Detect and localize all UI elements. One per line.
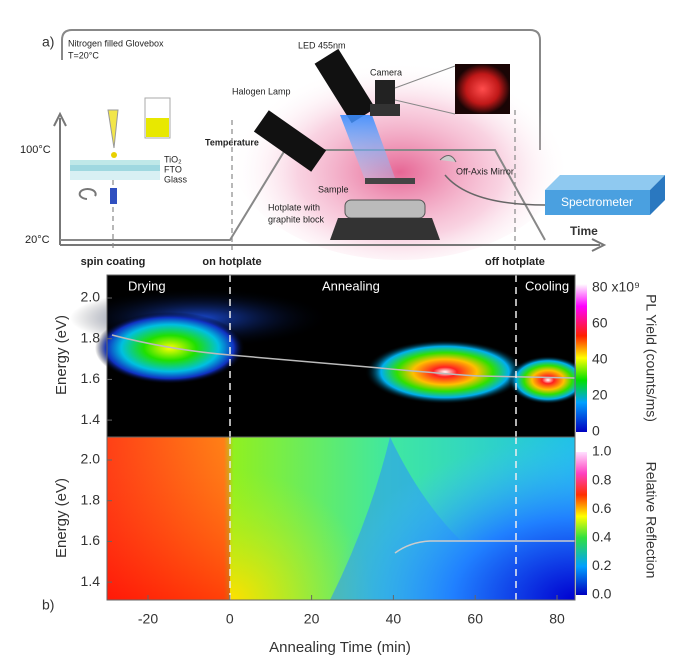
layer xyxy=(70,165,160,171)
y-tick-label: 2.0 xyxy=(81,289,101,305)
layer xyxy=(70,171,160,180)
camera xyxy=(375,80,395,108)
layer xyxy=(70,160,160,165)
colorbar-tick-label: 1.0 xyxy=(592,443,612,459)
colorbar-tick-label: 0.0 xyxy=(592,586,612,602)
camera-image xyxy=(455,64,510,114)
x-axis-label: Annealing Time (min) xyxy=(269,639,411,656)
spectrometer-side xyxy=(650,175,665,215)
spectrometer-top xyxy=(545,175,665,190)
solution xyxy=(146,118,169,137)
step-label: off hotplate xyxy=(485,256,545,268)
hotplate xyxy=(344,199,426,219)
mirror xyxy=(439,155,457,163)
fiber xyxy=(444,174,546,206)
hotplate-label: graphite block xyxy=(268,214,325,224)
pl-blob xyxy=(508,356,588,404)
x-tick-label: 80 xyxy=(549,611,565,627)
ticks: -20 0 20 40 60 80 2.0 1.8 1.6 1.4 2.0 1.8 1.6 1.4 80 x… xyxy=(81,279,641,627)
sample-label: Sample xyxy=(318,184,349,194)
time-label: Time xyxy=(570,224,598,238)
sample xyxy=(365,178,415,184)
colorbar-label: Relative Reflection xyxy=(643,462,659,579)
led-beam xyxy=(340,115,395,180)
hotplate-base xyxy=(330,218,440,240)
pipette xyxy=(107,109,119,149)
arrow xyxy=(53,111,67,127)
pl-peak xyxy=(111,334,576,379)
spectrometer-label: Spectrometer xyxy=(561,195,633,209)
leader xyxy=(394,99,456,115)
colorbar-tick-label: 0.4 xyxy=(592,529,612,545)
y-axis-label: Energy (eV) xyxy=(53,315,70,395)
colorbar-tick-label: 0 xyxy=(592,423,600,439)
colorbar-tick-label: 20 xyxy=(592,387,608,403)
colorbar-tick-label: 40 xyxy=(592,351,608,367)
leader xyxy=(394,65,456,89)
spin-arrow xyxy=(78,188,97,200)
spectrometer-front xyxy=(545,190,650,215)
x-tick-label: -20 xyxy=(138,611,158,627)
y-tick-label: 1.6 xyxy=(81,532,101,548)
x-tick-label: 0 xyxy=(226,611,234,627)
x-tick-label: 60 xyxy=(467,611,483,627)
step-label: spin coating xyxy=(81,256,146,268)
y-axis-label: Energy (eV) xyxy=(53,478,70,558)
spindle xyxy=(110,188,117,204)
glovebox-outline xyxy=(61,29,541,150)
colorbar xyxy=(576,284,587,432)
led xyxy=(314,48,376,124)
mirror-label: Off-Axis Mirror xyxy=(456,166,514,176)
colorbar-tick-label: 0.2 xyxy=(592,557,612,573)
glovebox-temp: T=20°C xyxy=(68,50,99,60)
y-tick-label: 2.0 xyxy=(81,451,101,467)
arrow xyxy=(591,238,607,252)
panel-label: a) xyxy=(42,34,54,50)
reflection-shade xyxy=(330,437,575,600)
colorbar-tick-label: 60 xyxy=(592,315,608,331)
layer-label: Glass xyxy=(164,174,188,184)
colorbar-tick-label: 80 x10⁹ xyxy=(592,279,640,295)
pl-blob xyxy=(365,340,525,404)
step-label: on hotplate xyxy=(202,256,261,268)
temp-high: 100°C xyxy=(20,144,51,156)
colorbar-tick-label: 0.8 xyxy=(592,471,612,487)
camera-label: Camera xyxy=(370,67,402,77)
y-tick-label: 1.4 xyxy=(81,573,101,589)
phase-label: Cooling xyxy=(525,278,569,293)
halogen-label: Halogen Lamp xyxy=(232,86,291,96)
layer-label: FTO xyxy=(164,164,182,174)
y-tick-label: 1.8 xyxy=(81,329,101,345)
layer-label: TiO₂ xyxy=(164,154,182,164)
panel-label: b) xyxy=(42,597,54,613)
phase-label: Annealing xyxy=(322,278,380,293)
led-label: LED 455nm xyxy=(298,40,346,50)
reflection-shade xyxy=(107,437,230,600)
y-tick-label: 1.6 xyxy=(81,370,101,386)
x-tick-label: 40 xyxy=(386,611,402,627)
colorbar-tick-label: 0.6 xyxy=(592,500,612,516)
colorbar xyxy=(576,452,587,595)
y-tick-label: 1.4 xyxy=(81,411,101,427)
colorbar-label: PL Yield (counts/ms) xyxy=(643,294,659,422)
hotplate-label: Hotplate with xyxy=(268,202,320,212)
camera-lens xyxy=(370,104,400,116)
glovebox-label: Nitrogen filled Glovebox xyxy=(68,38,164,48)
phase-label: Drying xyxy=(128,278,166,293)
temp-low: 20°C xyxy=(25,234,50,246)
halogen-lamp xyxy=(253,110,327,172)
y-tick-label: 1.8 xyxy=(81,491,101,507)
drop xyxy=(111,152,117,158)
reflection-feature xyxy=(394,540,575,554)
x-tick-label: 20 xyxy=(304,611,320,627)
